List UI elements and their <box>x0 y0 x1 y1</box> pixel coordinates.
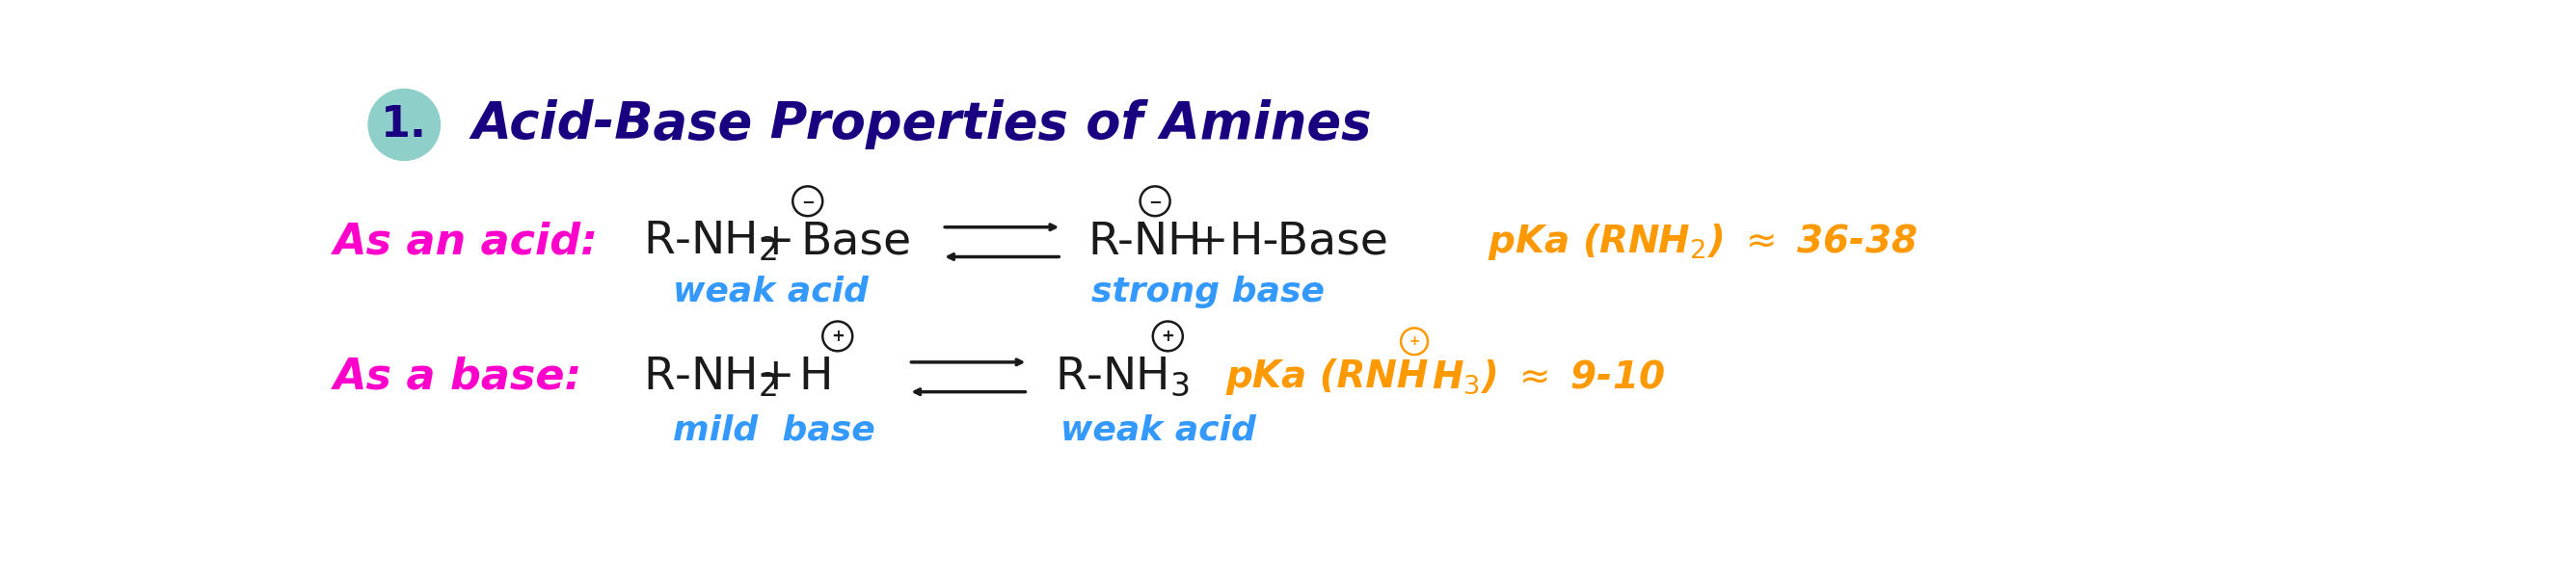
Text: R-NH: R-NH <box>1087 221 1203 264</box>
Text: As a base:: As a base: <box>332 356 582 398</box>
Text: +: + <box>1190 221 1229 264</box>
Text: +: + <box>1162 328 1175 345</box>
Text: −: − <box>1149 193 1162 210</box>
Text: weak acid: weak acid <box>672 275 868 308</box>
Text: −: − <box>801 193 814 210</box>
Text: pKa (RNH: pKa (RNH <box>1226 359 1430 395</box>
Text: 1.: 1. <box>381 104 428 146</box>
Text: mild  base: mild base <box>672 414 876 447</box>
Text: pKa (RNH$_2$) $\approx$ 36-38: pKa (RNH$_2$) $\approx$ 36-38 <box>1486 222 1917 262</box>
Text: +: + <box>757 221 796 264</box>
Circle shape <box>368 89 440 161</box>
Text: As an acid:: As an acid: <box>332 221 598 262</box>
Text: +: + <box>1409 335 1419 348</box>
Text: R-NH$_2$: R-NH$_2$ <box>644 355 778 399</box>
Text: Acid-Base Properties of Amines: Acid-Base Properties of Amines <box>471 100 1370 150</box>
Text: strong base: strong base <box>1092 275 1324 308</box>
Text: H-Base: H-Base <box>1229 221 1388 264</box>
Text: +: + <box>757 356 796 399</box>
Text: R-NH$_3$: R-NH$_3$ <box>1054 356 1190 399</box>
Text: Base: Base <box>801 221 912 264</box>
Text: +: + <box>832 328 845 345</box>
Text: H$_3$) $\approx$ 9-10: H$_3$) $\approx$ 9-10 <box>1432 358 1664 396</box>
Text: R-NH$_2$: R-NH$_2$ <box>644 220 778 264</box>
Text: H: H <box>799 356 832 399</box>
Text: weak acid: weak acid <box>1061 414 1255 447</box>
